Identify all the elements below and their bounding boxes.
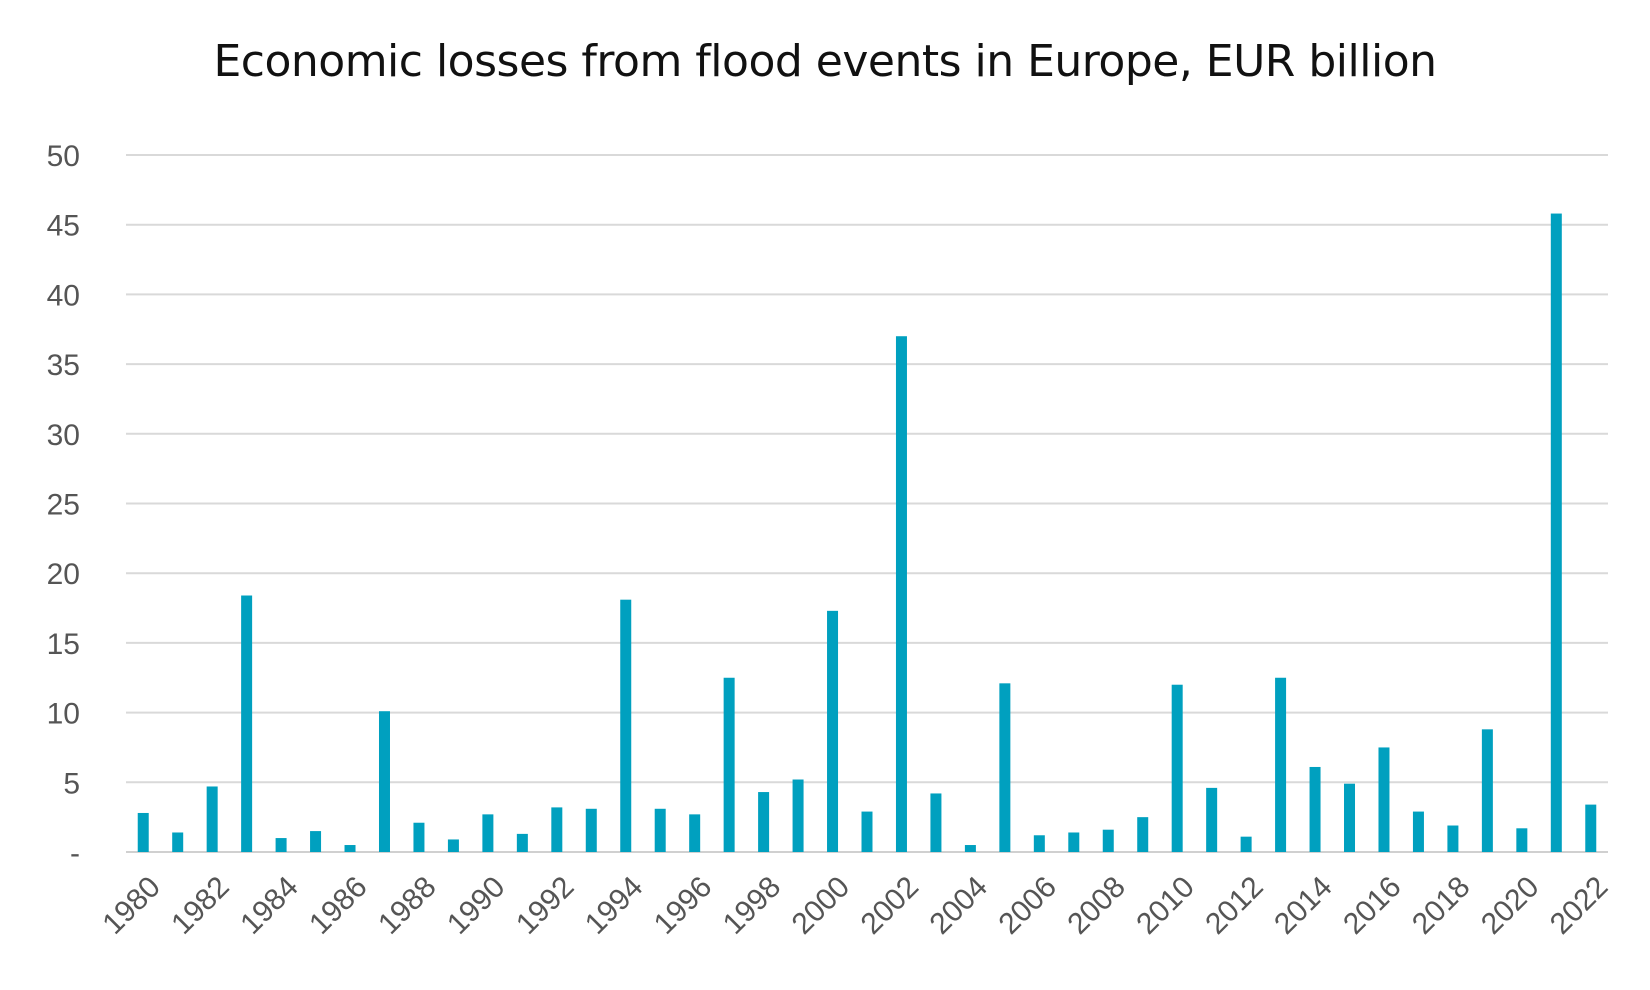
y-tick-label: 45 bbox=[47, 210, 80, 243]
y-tick-label: 50 bbox=[47, 140, 80, 173]
x-tick-label: 2004 bbox=[924, 870, 995, 941]
x-tick-label: 2014 bbox=[1268, 870, 1339, 941]
x-tick-label: 2000 bbox=[786, 870, 857, 941]
bar-1984 bbox=[275, 838, 287, 852]
bar-2016 bbox=[1378, 747, 1390, 852]
y-tick-label: 15 bbox=[47, 628, 80, 661]
x-tick-label: 1996 bbox=[648, 870, 719, 941]
chart-title: Economic losses from flood events in Eur… bbox=[213, 36, 1437, 87]
bar-2006 bbox=[1033, 835, 1045, 852]
x-tick-label: 2006 bbox=[992, 870, 1063, 941]
bar-1985 bbox=[310, 831, 322, 852]
bar-1991 bbox=[516, 833, 528, 852]
bar-2005 bbox=[999, 683, 1011, 852]
x-tick-label: 1986 bbox=[303, 870, 374, 941]
y-tick-label: 35 bbox=[47, 349, 80, 382]
bar-1998 bbox=[758, 792, 770, 852]
bar-2001 bbox=[861, 811, 873, 852]
bar-2002 bbox=[895, 336, 907, 853]
x-tick-label: 2008 bbox=[1061, 870, 1132, 941]
bar-1983 bbox=[241, 595, 253, 852]
bar-1996 bbox=[689, 814, 701, 852]
y-tick-label: 30 bbox=[47, 419, 80, 452]
y-tick-label: 25 bbox=[47, 489, 80, 522]
bar-2010 bbox=[1171, 684, 1183, 852]
y-tick-label: 20 bbox=[47, 558, 80, 591]
y-tick-label: 5 bbox=[63, 767, 80, 800]
bar-1994 bbox=[620, 599, 632, 852]
x-tick-label: 1984 bbox=[234, 870, 305, 941]
x-tick-label: 1994 bbox=[579, 870, 650, 941]
x-tick-label: 1998 bbox=[717, 870, 788, 941]
bar-1992 bbox=[551, 807, 563, 852]
x-tick-label: 1990 bbox=[441, 870, 512, 941]
bar-1982 bbox=[206, 786, 218, 852]
x-tick-label: 2018 bbox=[1406, 870, 1477, 941]
bar-2007 bbox=[1068, 832, 1080, 852]
bar-2022 bbox=[1585, 804, 1597, 852]
bar-1988 bbox=[413, 822, 425, 852]
bar-1995 bbox=[654, 808, 666, 852]
bar-2017 bbox=[1412, 811, 1424, 852]
bar-1987 bbox=[378, 711, 390, 852]
y-tick-label: - bbox=[70, 837, 80, 870]
x-tick-label: 1992 bbox=[510, 870, 581, 941]
bar-2020 bbox=[1516, 828, 1528, 852]
bar-2012 bbox=[1240, 836, 1252, 852]
bar-2015 bbox=[1344, 783, 1356, 852]
gridlines bbox=[126, 154, 1608, 853]
bar-2018 bbox=[1447, 825, 1459, 852]
bar-2014 bbox=[1309, 766, 1321, 852]
x-tick-label: 2016 bbox=[1337, 870, 1408, 941]
bar-1999 bbox=[792, 779, 804, 852]
x-tick-label: 1982 bbox=[165, 870, 236, 941]
bar-2003 bbox=[930, 793, 942, 852]
bar-2011 bbox=[1206, 787, 1218, 852]
x-tick-label: 2002 bbox=[855, 870, 926, 941]
x-tick-label: 2012 bbox=[1199, 870, 1270, 941]
bar-2021 bbox=[1550, 213, 1562, 853]
bars bbox=[137, 213, 1597, 853]
bar-1997 bbox=[723, 677, 735, 852]
bar-2004 bbox=[964, 845, 976, 852]
x-tick-label: 2010 bbox=[1130, 870, 1201, 941]
bar-2013 bbox=[1275, 677, 1287, 852]
x-axis-tick-labels: 1980198219841986198819901992199419961998… bbox=[96, 870, 1614, 941]
bar-2008 bbox=[1102, 829, 1114, 852]
bar-1981 bbox=[172, 832, 184, 852]
x-tick-label: 1988 bbox=[372, 870, 443, 941]
y-tick-label: 10 bbox=[47, 698, 80, 731]
bar-1989 bbox=[447, 839, 459, 852]
bar-1980 bbox=[137, 812, 149, 852]
bar-1993 bbox=[585, 808, 597, 852]
x-tick-label: 2022 bbox=[1544, 870, 1615, 941]
bar-2009 bbox=[1137, 817, 1149, 852]
y-tick-label: 40 bbox=[47, 279, 80, 312]
y-axis-tick-labels: - 5 10 15 20 25 30 35 40 45 50 bbox=[47, 140, 80, 870]
bar-1986 bbox=[344, 845, 356, 852]
x-tick-label: 1980 bbox=[96, 870, 167, 941]
bar-1990 bbox=[482, 814, 494, 852]
x-tick-label: 2020 bbox=[1475, 870, 1546, 941]
bar-2019 bbox=[1481, 729, 1493, 852]
bar-2000 bbox=[827, 610, 839, 852]
